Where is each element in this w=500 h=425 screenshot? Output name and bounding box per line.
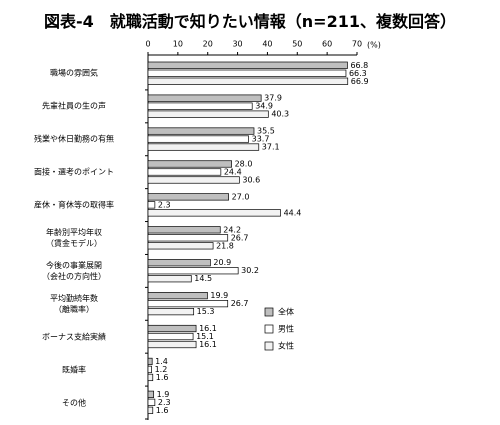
value-label: 1.6 xyxy=(156,406,169,415)
y-tick-label: 職場の雰囲気 xyxy=(50,68,98,78)
bar xyxy=(147,135,249,143)
value-label: 16.1 xyxy=(199,324,217,333)
bar xyxy=(147,168,222,176)
bar xyxy=(147,406,154,414)
bar xyxy=(147,201,156,209)
value-label: 28.0 xyxy=(235,159,253,168)
bar xyxy=(147,340,197,349)
value-label: 66.3 xyxy=(349,69,367,78)
legend-swatch xyxy=(264,341,274,351)
value-label: 26.7 xyxy=(231,233,249,242)
bar xyxy=(147,267,239,275)
value-label: 19.9 xyxy=(210,291,228,300)
bar xyxy=(147,160,232,168)
value-label: 1.6 xyxy=(156,373,169,382)
bar xyxy=(147,365,152,374)
value-label: 15.3 xyxy=(197,307,215,316)
legend-swatch xyxy=(264,324,274,334)
bar xyxy=(147,373,154,382)
y-tick-label: 面接・選考のポイント xyxy=(34,167,114,177)
y-tick-label: 既婚率 xyxy=(62,365,86,375)
value-label: 1.2 xyxy=(155,365,168,374)
y-tick-label: 先輩社員の生の声 xyxy=(42,101,106,111)
bar xyxy=(147,242,214,250)
value-label: 27.0 xyxy=(232,192,250,201)
bar xyxy=(147,77,349,85)
value-label: 30.2 xyxy=(241,266,259,275)
value-label: 66.9 xyxy=(351,77,369,86)
x-tick-label: 20 xyxy=(203,40,213,49)
x-tick-label: 0 xyxy=(145,40,150,49)
value-label: 40.3 xyxy=(271,110,289,119)
bar xyxy=(147,110,269,118)
bar xyxy=(147,69,347,77)
legend-swatch xyxy=(264,307,274,317)
x-tick-label: 50 xyxy=(292,40,302,49)
x-tick-label: 70 xyxy=(352,40,362,49)
value-label: 34.9 xyxy=(255,102,273,111)
bar xyxy=(147,324,197,333)
legend-label: 男性 xyxy=(278,324,294,334)
bar xyxy=(147,275,192,283)
bar xyxy=(147,94,262,102)
value-label: 1.9 xyxy=(157,390,170,399)
bar xyxy=(147,61,348,69)
value-label: 21.8 xyxy=(216,241,234,250)
y-tick-label: ボーナス支給実績 xyxy=(42,332,106,342)
y-tick-label: 平均勤続年数 （離職率） xyxy=(50,293,98,314)
bar xyxy=(147,390,155,398)
bar xyxy=(147,226,221,234)
x-tick-label: 30 xyxy=(232,40,242,49)
value-label: 2.3 xyxy=(158,200,171,209)
bar xyxy=(147,308,195,316)
bar xyxy=(147,357,153,366)
value-label: 1.4 xyxy=(155,357,168,366)
y-tick-label: その他 xyxy=(62,398,86,408)
y-tick-label: 年齢別平均年収 （賃金モデル） xyxy=(46,228,102,248)
bar xyxy=(147,332,194,341)
value-label: 15.1 xyxy=(196,332,214,341)
bar xyxy=(147,127,255,135)
bar xyxy=(147,300,229,308)
bar xyxy=(147,398,156,406)
legend-label: 女性 xyxy=(278,341,294,351)
chart-title: 図表-4 就職活動で知りたい情報（n=211、複数回答） xyxy=(44,12,456,31)
value-label: 37.9 xyxy=(264,94,282,103)
legend-label: 全体 xyxy=(278,307,294,317)
bar xyxy=(147,193,229,201)
bar xyxy=(147,234,229,242)
x-tick-label: 40 xyxy=(262,40,272,49)
bar xyxy=(147,259,211,267)
value-label: 66.8 xyxy=(350,61,368,70)
value-label: 37.1 xyxy=(262,143,280,152)
bar xyxy=(147,102,253,110)
bar xyxy=(147,209,281,217)
value-label: 44.4 xyxy=(284,208,302,217)
value-label: 35.5 xyxy=(257,127,275,136)
value-label: 26.7 xyxy=(231,299,249,308)
value-label: 20.9 xyxy=(213,258,231,267)
unit-label: (%) xyxy=(367,41,381,50)
bar xyxy=(147,143,260,151)
value-label: 16.1 xyxy=(199,340,217,349)
value-label: 33.7 xyxy=(252,135,270,144)
x-tick-label: 60 xyxy=(322,40,332,49)
value-label: 24.4 xyxy=(224,167,242,176)
y-tick-label: 今後の事業展開 （会社の方向性） xyxy=(42,260,106,281)
bar xyxy=(147,176,240,184)
value-label: 30.6 xyxy=(242,175,260,184)
value-label: 14.5 xyxy=(194,274,212,283)
bar xyxy=(147,292,208,300)
value-label: 24.2 xyxy=(223,225,241,234)
x-tick-label: 10 xyxy=(173,40,183,49)
y-tick-label: 残業や休日勤務の有無 xyxy=(34,134,114,144)
y-tick-label: 産休・育休等の取得率 xyxy=(34,200,114,210)
value-label: 2.3 xyxy=(158,398,171,407)
